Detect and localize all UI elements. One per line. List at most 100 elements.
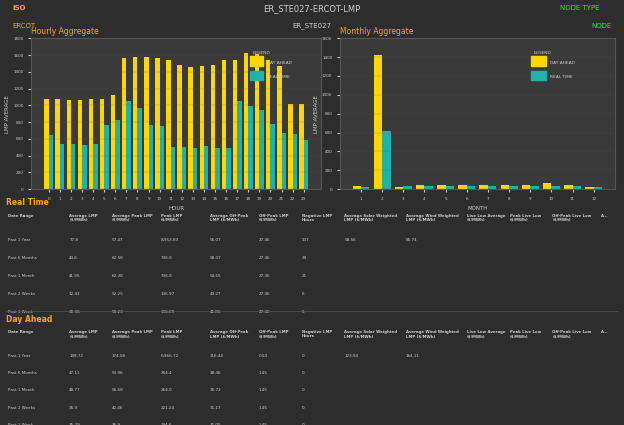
Text: 736.8: 736.8 [161, 256, 173, 261]
Bar [361, 187, 369, 189]
Text: 38.46: 38.46 [210, 371, 222, 375]
Text: 32.43: 32.43 [69, 292, 81, 296]
Text: LEGEND: LEGEND [252, 51, 270, 55]
Text: 194.6: 194.6 [161, 423, 172, 425]
Bar [160, 126, 164, 189]
Text: 55.68: 55.68 [112, 388, 124, 392]
Bar [248, 106, 253, 189]
Bar [353, 186, 361, 189]
Text: Past 1 Month: Past 1 Month [8, 275, 34, 278]
Bar [488, 186, 497, 189]
Bar [133, 57, 137, 189]
Text: Peak Live Low
($/MWh): Peak Live Low ($/MWh) [510, 213, 541, 222]
Text: Day Ahead: Day Ahead [6, 314, 52, 323]
Bar [458, 185, 467, 189]
Bar [137, 108, 142, 189]
Bar [250, 71, 263, 80]
Text: 62.58: 62.58 [112, 256, 124, 261]
Text: 44.6: 44.6 [69, 256, 78, 261]
Text: 0: 0 [301, 423, 305, 425]
Text: 137: 137 [301, 238, 310, 242]
Text: 27.46: 27.46 [259, 275, 270, 278]
Text: Peak LMP
($/MWh): Peak LMP ($/MWh) [161, 330, 182, 338]
Text: 1.45: 1.45 [259, 388, 268, 392]
Bar [304, 140, 308, 189]
Text: 58.56: 58.56 [344, 238, 356, 242]
Bar [564, 185, 573, 189]
Text: 49.27: 49.27 [210, 292, 222, 296]
Bar [211, 65, 215, 189]
Text: Hourly Aggregate: Hourly Aggregate [31, 27, 99, 36]
Text: 27.46: 27.46 [259, 310, 270, 314]
Text: Average Peak LMP
($/MWh): Average Peak LMP ($/MWh) [112, 330, 153, 338]
Text: Date Range: Date Range [8, 330, 34, 334]
Bar [479, 185, 488, 189]
Text: 0: 0 [301, 388, 305, 392]
Bar [100, 99, 104, 189]
Text: LEGEND: LEGEND [534, 51, 552, 55]
Text: Average Wind Weighted
LMP ($/MWh): Average Wind Weighted LMP ($/MWh) [406, 330, 458, 338]
Text: 27.46: 27.46 [259, 292, 270, 296]
Text: 42.46: 42.46 [112, 405, 124, 410]
Text: Past 1 Month: Past 1 Month [8, 388, 34, 392]
Text: REAL TIME: REAL TIME [266, 75, 290, 79]
Text: Monthly Aggregate: Monthly Aggregate [340, 27, 414, 36]
X-axis label: MONTH: MONTH [467, 206, 487, 211]
Text: ER_STE027-ERCOT-LMP: ER_STE027-ERCOT-LMP [263, 4, 361, 13]
Text: 36.9: 36.9 [112, 423, 121, 425]
Text: Average Solar Weighted
LMP ($/MWh): Average Solar Weighted LMP ($/MWh) [344, 330, 397, 338]
Y-axis label: LMP AVERAGE: LMP AVERAGE [6, 95, 11, 133]
Text: Off-Peak Live Low
($/MWh): Off-Peak Live Low ($/MWh) [552, 330, 592, 338]
Text: Average Off-Peak
LMP ($/MWh): Average Off-Peak LMP ($/MWh) [210, 213, 248, 222]
Bar [188, 67, 193, 189]
Text: ERCOT: ERCOT [12, 23, 36, 28]
Text: 21: 21 [301, 275, 307, 278]
Bar [395, 187, 403, 189]
Text: 0: 0 [301, 405, 305, 410]
Text: 27.46: 27.46 [259, 238, 270, 242]
Text: ER_STE027: ER_STE027 [293, 22, 331, 29]
Text: 85.74: 85.74 [406, 238, 417, 242]
Bar [60, 144, 64, 189]
Text: 39: 39 [301, 256, 307, 261]
Text: ISO: ISO [12, 6, 26, 11]
Text: 0.54: 0.54 [259, 354, 268, 357]
Y-axis label: LMP AVERAGE: LMP AVERAGE [314, 95, 319, 133]
Bar [122, 58, 127, 189]
Text: 736.8: 736.8 [161, 275, 173, 278]
Text: 56.07: 56.07 [210, 238, 222, 242]
Bar [93, 144, 97, 189]
Bar [530, 186, 539, 189]
Text: 8,953.83: 8,953.83 [161, 238, 179, 242]
Bar [500, 185, 509, 189]
Text: Past 6 Months: Past 6 Months [8, 371, 37, 375]
X-axis label: HOUR: HOUR [168, 206, 184, 211]
Bar [255, 54, 260, 189]
Bar [44, 99, 49, 189]
Text: Past 1 Year: Past 1 Year [8, 354, 31, 357]
Text: 41.85: 41.85 [210, 310, 222, 314]
Bar [300, 105, 304, 189]
Text: Average Solar Weighted
LMP ($/MWh): Average Solar Weighted LMP ($/MWh) [344, 213, 397, 222]
Text: Live Low Average
($/MWh): Live Low Average ($/MWh) [467, 213, 505, 222]
Text: Average Off-Peak
LMP ($/MWh): Average Off-Peak LMP ($/MWh) [210, 330, 248, 338]
Text: Past 2 Weeks: Past 2 Weeks [8, 405, 35, 410]
Text: 6: 6 [301, 292, 305, 296]
Text: 1.45: 1.45 [259, 423, 268, 425]
Bar [56, 99, 60, 189]
Text: 53.96: 53.96 [112, 371, 124, 375]
Bar [250, 57, 263, 66]
Bar [532, 57, 546, 66]
Text: 123.80: 123.80 [344, 354, 359, 357]
Bar [416, 185, 424, 189]
Text: 6: 6 [301, 310, 305, 314]
Bar [281, 133, 286, 189]
Text: NODE TYPE: NODE TYPE [560, 6, 599, 11]
Bar [543, 184, 552, 189]
Text: 31.17: 31.17 [210, 405, 222, 410]
Text: Off-Peak LMP
($/MWh): Off-Peak LMP ($/MWh) [259, 213, 288, 222]
Bar [49, 135, 53, 189]
Text: 47.11: 47.11 [69, 371, 80, 375]
Text: 174.08: 174.08 [112, 354, 126, 357]
Text: 35.72: 35.72 [210, 388, 222, 392]
